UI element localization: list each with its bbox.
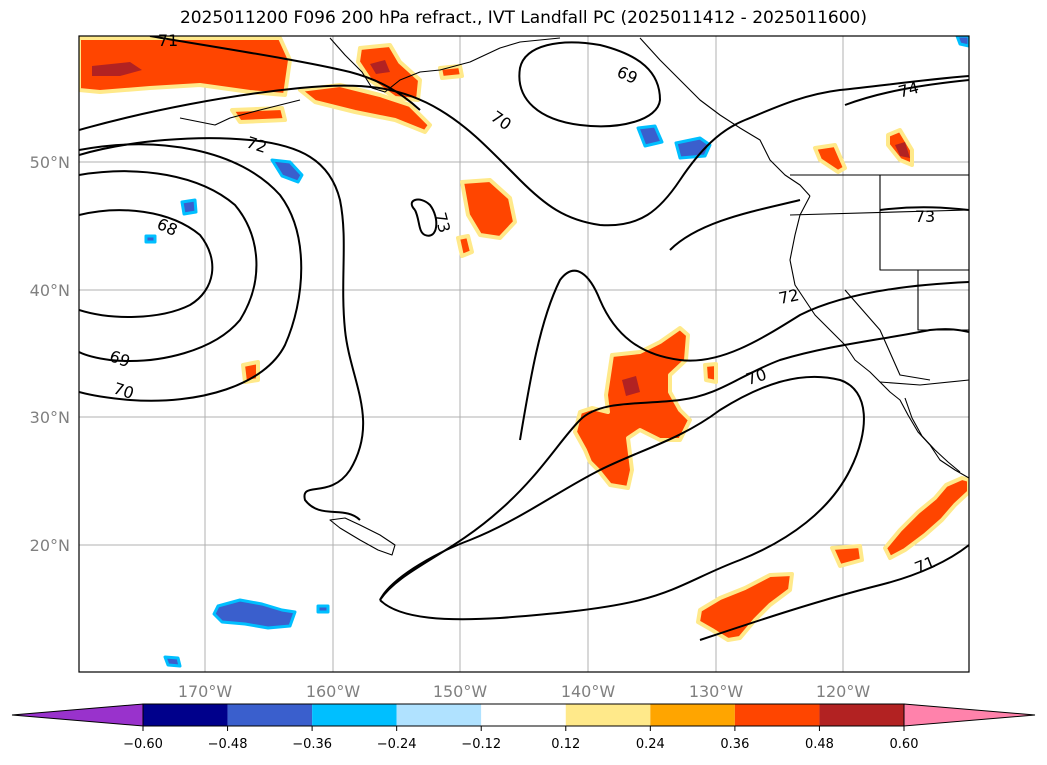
longitude-label: 150°W bbox=[433, 682, 488, 701]
colorbar-extension-low bbox=[11, 703, 144, 727]
anomaly-patch-small-ak bbox=[438, 64, 464, 80]
border-states-4 bbox=[844, 289, 931, 381]
colorbar-bin bbox=[227, 704, 313, 726]
border-us-mexico bbox=[879, 379, 969, 386]
contour-72-central bbox=[519, 269, 969, 441]
colorbar-bin bbox=[819, 704, 904, 726]
anomaly-core-subtropic bbox=[622, 376, 640, 396]
contour-69-loop bbox=[518, 41, 661, 128]
colorbar-tick-label: 0.24 bbox=[636, 737, 665, 752]
refractivity-contours bbox=[79, 36, 969, 641]
latitude-label: 20°N bbox=[30, 536, 70, 555]
negative-patch-hawaii-west bbox=[212, 598, 297, 630]
contour-71-southeast bbox=[699, 544, 969, 641]
colorbar-extension-high bbox=[903, 703, 1036, 727]
negative-patch-west-tiny bbox=[144, 234, 157, 244]
colorbar-bin bbox=[565, 704, 651, 726]
latitude-label: 40°N bbox=[30, 281, 70, 300]
colorbar-bin bbox=[734, 704, 820, 726]
colorbar-tick-label: −0.36 bbox=[292, 737, 332, 752]
colorbar-bin bbox=[481, 704, 566, 726]
negative-anomaly-regions bbox=[144, 36, 969, 668]
longitude-label: 120°W bbox=[816, 682, 871, 701]
anomaly-patch-alaska-gulf-west bbox=[356, 43, 422, 102]
anomaly-core-gulf bbox=[370, 60, 390, 74]
anomaly-core-nw bbox=[92, 62, 142, 76]
anomaly-patch-baja bbox=[883, 476, 969, 560]
contour-71-south bbox=[379, 375, 865, 621]
dark-anomaly-cores bbox=[92, 60, 910, 396]
contour-label: 74 bbox=[896, 78, 921, 102]
negative-patch-corner bbox=[955, 36, 969, 48]
coastline-aleutians bbox=[179, 99, 301, 126]
colorbar-tick-label: −0.60 bbox=[123, 737, 163, 752]
contour-70-west bbox=[79, 143, 303, 402]
longitude-label: 160°W bbox=[306, 682, 361, 701]
colorbar-tick-label: 0.48 bbox=[805, 737, 834, 752]
colorbar-tick-label: 0.60 bbox=[890, 737, 919, 752]
anomaly-patch-southeast-small bbox=[830, 544, 864, 568]
anomaly-patch-nw-bering bbox=[79, 36, 292, 97]
colorbar-frame bbox=[142, 703, 905, 727]
anomaly-patch-southeast bbox=[696, 572, 794, 642]
anomaly-core-bc bbox=[895, 142, 910, 158]
colorbar-tick-label: −0.12 bbox=[461, 737, 501, 752]
contour-72-north bbox=[79, 137, 365, 521]
graticule bbox=[79, 36, 969, 672]
contour-label: 73 bbox=[915, 207, 935, 226]
coastlines bbox=[179, 37, 969, 556]
anomaly-patch-subtropic-main bbox=[573, 326, 692, 490]
contour-72-inland bbox=[669, 199, 801, 251]
contour-70-north bbox=[79, 75, 969, 227]
colorbar-tick-label: 0.12 bbox=[551, 737, 580, 752]
longitude-label: 130°W bbox=[689, 682, 744, 701]
negative-patch-aleutian bbox=[270, 158, 304, 184]
colorbar-tick-label: 0.36 bbox=[720, 737, 749, 752]
coastline-ak-panhandle bbox=[639, 37, 811, 197]
longitude-label: 170°W bbox=[178, 682, 233, 701]
anomaly-patch-bc-coast bbox=[813, 143, 847, 174]
contour-73-central bbox=[410, 198, 438, 237]
negative-patch-west bbox=[180, 198, 198, 216]
colorbar-tick-label: −0.48 bbox=[208, 737, 248, 752]
contour-label: 71 bbox=[158, 31, 178, 50]
border-states-1 bbox=[879, 175, 969, 271]
negative-patch-gulf bbox=[636, 124, 664, 148]
colorbar-bin bbox=[396, 704, 482, 726]
contour-68-loop bbox=[79, 209, 214, 318]
colorbar-ticks: −0.60 −0.48 −0.36 −0.24 −0.12 0.12 0.24 0.36 0.4… bbox=[123, 726, 918, 752]
anomaly-patch-subtropic-small bbox=[703, 362, 718, 384]
contour-label: 72 bbox=[777, 285, 801, 308]
anomaly-patch-aleutian bbox=[298, 83, 432, 134]
colorbar-bin bbox=[143, 704, 228, 726]
coastline-alaska bbox=[329, 37, 561, 93]
contour-73-inland bbox=[879, 206, 969, 211]
contour-label: 73 bbox=[431, 210, 455, 235]
border-states-2 bbox=[789, 209, 969, 216]
colorbar-tick-label: −0.24 bbox=[377, 737, 417, 752]
plot-area bbox=[79, 36, 969, 672]
contour-74-inland bbox=[844, 79, 969, 106]
longitude-label: 140°W bbox=[561, 682, 616, 701]
anomaly-patch-central-north bbox=[460, 178, 517, 240]
colorbar-bin bbox=[312, 704, 397, 726]
latitude-label: 50°N bbox=[30, 153, 70, 172]
map-title: 2025011200 F096 200 hPa refract., IVT La… bbox=[179, 8, 867, 28]
negative-patch-small-hawaii bbox=[316, 604, 330, 614]
colorbar-bin bbox=[650, 704, 735, 726]
coastline-baja bbox=[904, 397, 961, 473]
contour-69-west bbox=[79, 170, 258, 362]
negative-patch-far-south bbox=[163, 655, 182, 668]
colorbar bbox=[11, 703, 1036, 727]
longitude-labels: 170°W 160°W 150°W 140°W 130°W 120°W bbox=[178, 682, 871, 701]
coastline-hawaii bbox=[329, 517, 396, 556]
anomaly-patch-central-small bbox=[456, 234, 474, 258]
latitude-label: 30°N bbox=[30, 408, 70, 427]
contour-70-south bbox=[379, 328, 969, 601]
latitude-labels: 50°N 40°N 30°N 20°N bbox=[30, 153, 70, 555]
plot-frame bbox=[78, 35, 970, 673]
